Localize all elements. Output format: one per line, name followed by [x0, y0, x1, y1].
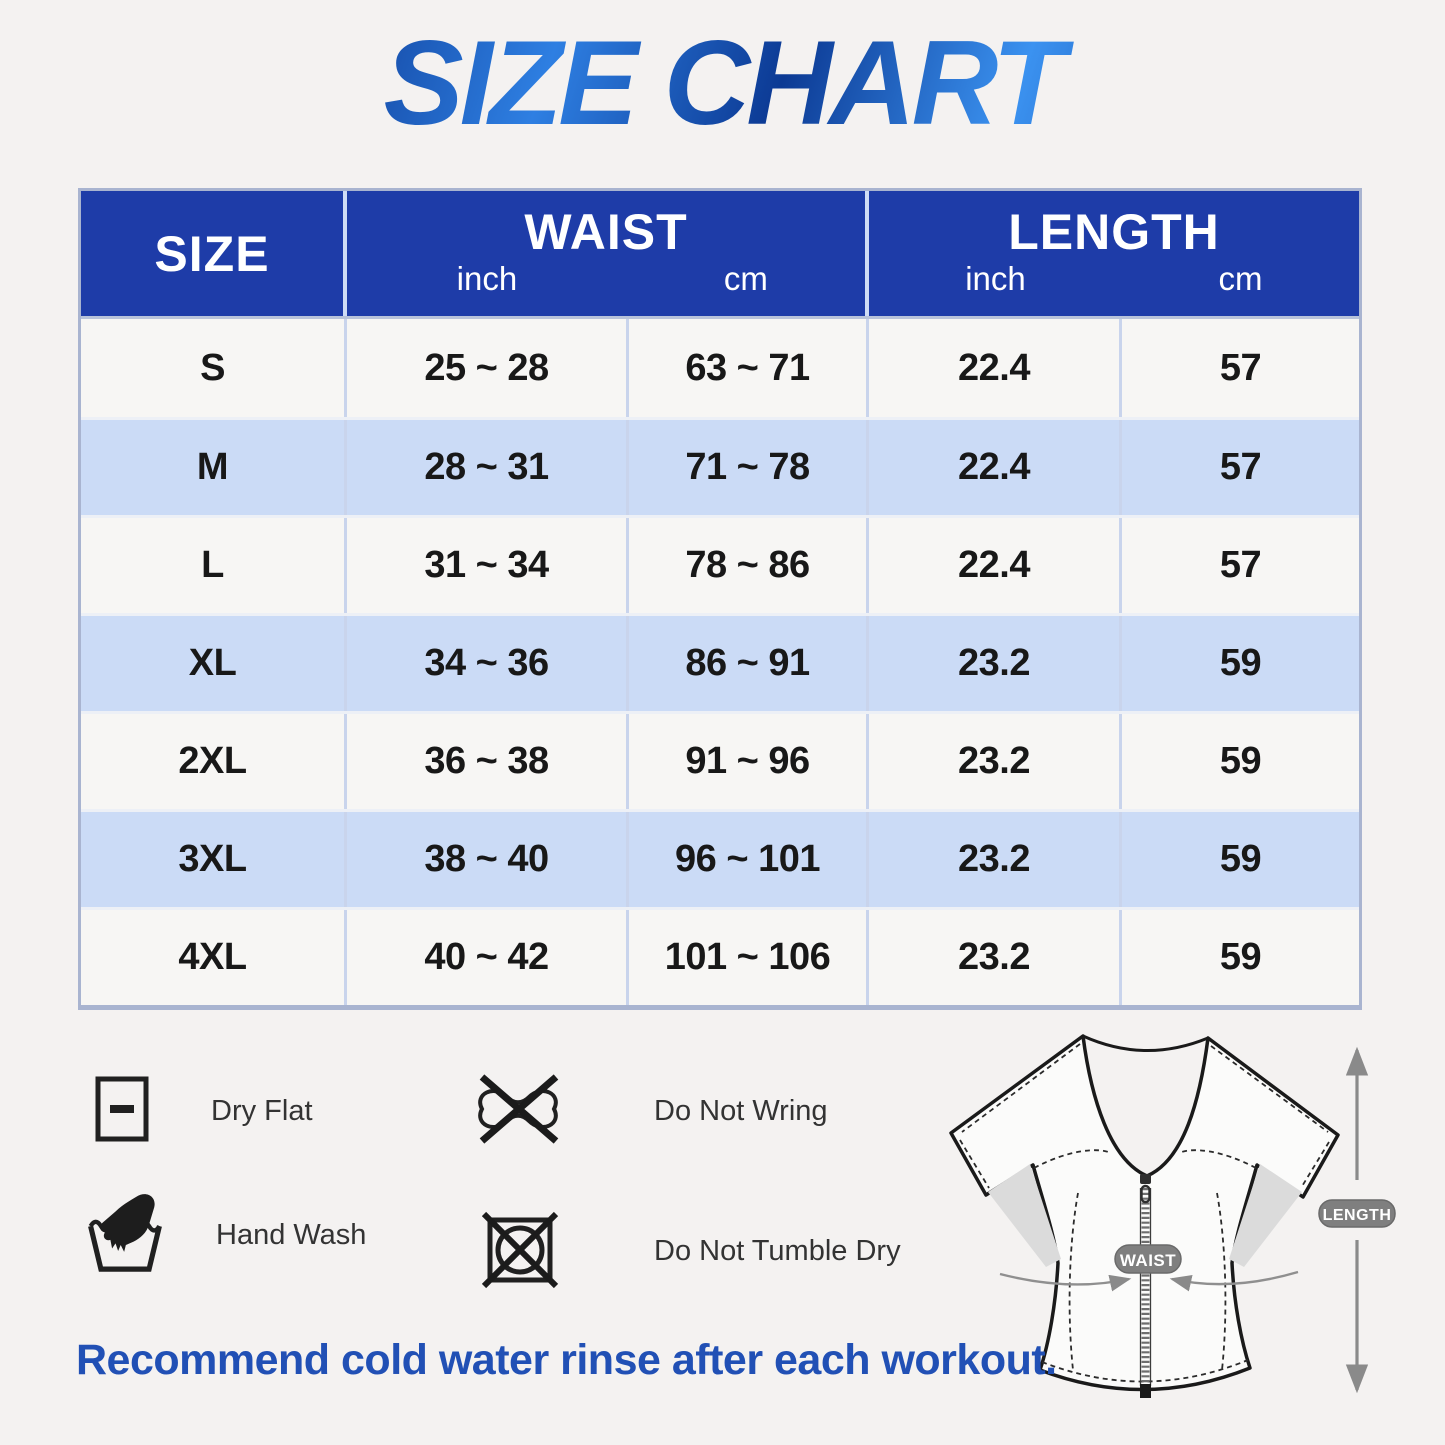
length-units: inch cm: [869, 260, 1359, 298]
cell-length-cm: 57: [1219, 544, 1262, 586]
length-badge-label: LENGTH: [1323, 1207, 1392, 1224]
care-label: Dry Flat: [211, 1095, 313, 1127]
care-label: Hand Wash: [216, 1219, 367, 1251]
waist-badge-label: WAIST: [1120, 1251, 1176, 1270]
care-item-do-not-wring: Do Not Wring: [470, 1072, 828, 1151]
cell-length-cm: 57: [1219, 346, 1262, 389]
cell-waist-cm: 101 ~ 106: [629, 910, 869, 1005]
do-not-wring-icon: [470, 1072, 566, 1151]
cell-length-inch: 22.4: [869, 420, 1122, 515]
unit-label-inch: inch: [965, 260, 1026, 297]
cell-waist-inch: 40 ~ 42: [347, 910, 629, 1005]
cell-waist-cm: 71 ~ 78: [629, 420, 869, 515]
page-title: SIZE CHART: [0, 16, 1445, 150]
care-label: Do Not Wring: [654, 1095, 828, 1127]
cell-waist-inch: 25 ~ 28: [347, 319, 629, 417]
unit-label-inch: inch: [456, 260, 518, 297]
length-badge: [1318, 1199, 1396, 1228]
hand-wash-icon: [86, 1190, 164, 1281]
cell-size: 2XL: [81, 714, 347, 809]
cell-waist-inch: 36 ~ 38: [347, 714, 629, 809]
column-header-length: LENGTH: [1008, 204, 1220, 260]
cell-waist-inch: 28 ~ 31: [347, 420, 629, 515]
table-row: XL 34 ~ 36 86 ~ 91 23.2 59: [81, 613, 1359, 711]
column-group-waist: WAIST inch cm: [347, 191, 869, 316]
cell-waist-cm: 78 ~ 86: [629, 518, 869, 613]
table-row: S 25 ~ 28 63 ~ 71 22.4 57: [81, 319, 1359, 417]
cell-length-cm: 59: [1219, 642, 1262, 684]
care-item-hand-wash: Hand Wash: [86, 1190, 366, 1281]
unit-label-cm: cm: [1218, 260, 1263, 297]
care-item-do-not-tumble-dry: Do Not Tumble Dry: [481, 1206, 901, 1297]
cell-size: XL: [81, 616, 347, 711]
waist-units: inch cm: [347, 260, 865, 298]
cell-waist-cm: 91 ~ 96: [629, 714, 869, 809]
do-not-tumble-dry-icon: [481, 1206, 560, 1297]
cell-size: S: [81, 319, 347, 417]
cell-length-cm: 59: [1219, 936, 1262, 978]
garment-illustration-icon: WAIST LENGTH: [949, 1034, 1396, 1398]
size-chart-table: SIZE WAIST inch cm LENGTH inch cm S 25 ~…: [78, 188, 1362, 1010]
table-row: 4XL 40 ~ 42 101 ~ 106 23.2 59: [81, 907, 1359, 1005]
cell-length-inch: 23.2: [869, 910, 1122, 1005]
cell-waist-inch: 34 ~ 36: [347, 616, 629, 711]
cell-length-cm: 57: [1219, 446, 1262, 488]
cell-waist-cm: 86 ~ 91: [629, 616, 869, 711]
dry-flat-icon: [95, 1076, 149, 1147]
table-row: 3XL 38 ~ 40 96 ~ 101 23.2 59: [81, 809, 1359, 907]
table-row: M 28 ~ 31 71 ~ 78 22.4 57: [81, 417, 1359, 515]
care-label: Do Not Tumble Dry: [654, 1235, 901, 1267]
cell-size: 4XL: [81, 910, 347, 1005]
unit-label-cm: cm: [723, 260, 768, 297]
cell-length-inch: 23.2: [869, 616, 1122, 711]
cell-size: 3XL: [81, 812, 347, 907]
waist-badge: [1114, 1244, 1182, 1274]
cell-size: L: [81, 518, 347, 613]
cell-length-cm: 59: [1219, 838, 1262, 880]
care-note: Recommend cold water rinse after each wo…: [76, 1336, 1057, 1384]
garment-diagram: WAIST LENGTH: [930, 1018, 1410, 1425]
cell-size: M: [81, 420, 347, 515]
cell-length-cm: 59: [1219, 740, 1262, 782]
table-row: 2XL 36 ~ 38 91 ~ 96 23.2 59: [81, 711, 1359, 809]
column-header-size: SIZE: [81, 191, 347, 316]
column-group-length: LENGTH inch cm: [869, 191, 1359, 316]
cell-length-inch: 23.2: [869, 812, 1122, 907]
cell-waist-inch: 31 ~ 34: [347, 518, 629, 613]
table-row: L 31 ~ 34 78 ~ 86 22.4 57: [81, 515, 1359, 613]
cell-waist-cm: 63 ~ 71: [629, 319, 869, 417]
table-header: SIZE WAIST inch cm LENGTH inch cm: [81, 191, 1359, 319]
care-item-dry-flat: Dry Flat: [95, 1076, 313, 1147]
cell-length-inch: 23.2: [869, 714, 1122, 809]
cell-length-inch: 22.4: [869, 319, 1122, 417]
cell-length-inch: 22.4: [869, 518, 1122, 613]
cell-waist-cm: 96 ~ 101: [629, 812, 869, 907]
cell-waist-inch: 38 ~ 40: [347, 812, 629, 907]
column-header-waist: WAIST: [524, 204, 688, 260]
